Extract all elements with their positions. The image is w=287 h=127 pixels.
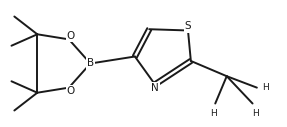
Text: B: B <box>87 59 94 68</box>
Text: O: O <box>67 31 75 41</box>
Text: H: H <box>210 108 217 117</box>
Text: H: H <box>252 108 259 117</box>
Text: O: O <box>67 86 75 96</box>
Text: N: N <box>151 83 159 93</box>
Text: S: S <box>185 21 191 31</box>
Text: H: H <box>262 83 269 92</box>
